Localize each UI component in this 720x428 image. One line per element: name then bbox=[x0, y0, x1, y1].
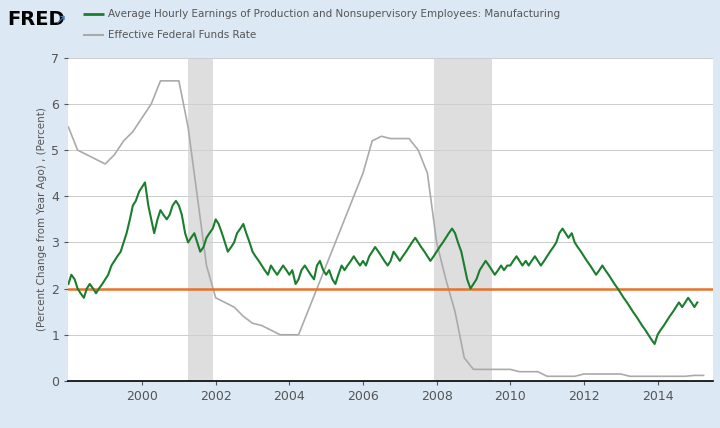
Text: Effective Federal Funds Rate: Effective Federal Funds Rate bbox=[108, 30, 256, 40]
Text: Average Hourly Earnings of Production and Nonsupervisory Employees: Manufacturin: Average Hourly Earnings of Production an… bbox=[108, 9, 560, 19]
Text: ↗: ↗ bbox=[54, 13, 66, 27]
Bar bbox=[188, 58, 212, 381]
Bar bbox=[433, 58, 492, 381]
Text: FRED: FRED bbox=[7, 10, 65, 29]
Y-axis label: (Percent Change from Year Ago) , (Percent): (Percent Change from Year Ago) , (Percen… bbox=[37, 107, 48, 331]
